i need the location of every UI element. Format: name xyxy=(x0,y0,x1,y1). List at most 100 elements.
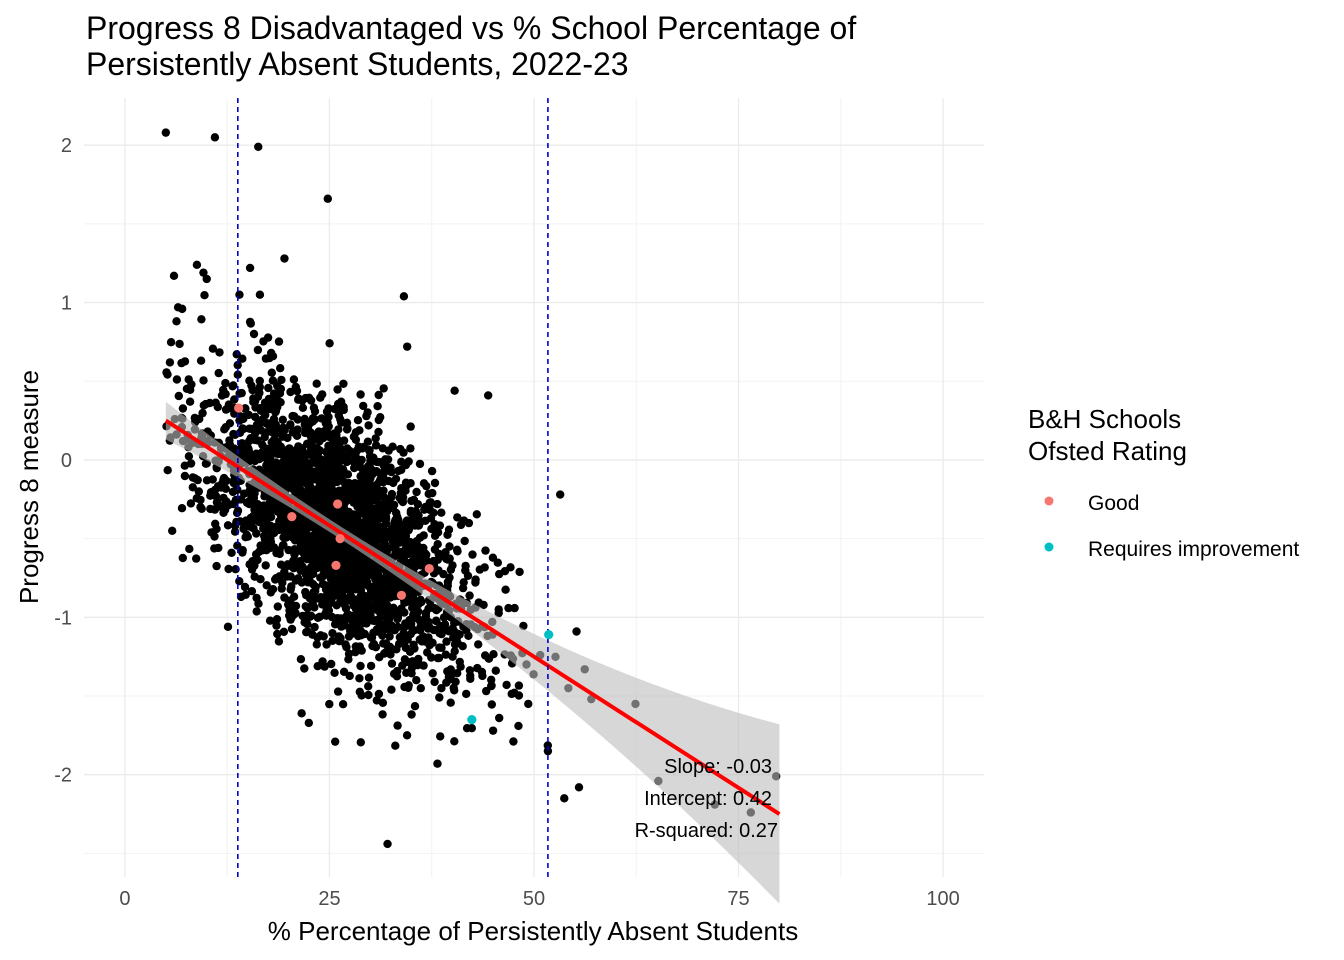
data-point xyxy=(286,615,295,624)
data-point xyxy=(264,383,273,393)
y-tick-label: 0 xyxy=(61,450,72,472)
y-tick-label: -1 xyxy=(54,607,72,629)
data-point xyxy=(271,574,281,583)
data-point xyxy=(384,592,393,601)
data-point xyxy=(406,444,415,453)
data-point xyxy=(384,504,394,513)
x-axis-ticks: 0 25 50 75 100 xyxy=(119,888,959,910)
data-point xyxy=(194,487,203,496)
data-point xyxy=(286,420,295,429)
data-point xyxy=(268,376,278,385)
data-point xyxy=(201,399,210,409)
data-point xyxy=(277,375,286,385)
data-point xyxy=(290,531,299,540)
data-point xyxy=(361,606,370,615)
data-point xyxy=(381,531,390,540)
data-point xyxy=(247,381,256,390)
data-point xyxy=(495,713,504,723)
data-point xyxy=(316,573,325,582)
x-tick-label: 0 xyxy=(119,888,130,910)
data-point xyxy=(414,659,423,668)
data-point xyxy=(402,731,412,740)
data-point xyxy=(344,507,353,517)
data-point xyxy=(350,489,360,498)
highlighted-points xyxy=(234,403,554,725)
data-point xyxy=(424,619,433,629)
data-point xyxy=(162,368,171,377)
data-point xyxy=(240,582,250,592)
data-point xyxy=(302,439,312,448)
data-point xyxy=(177,304,187,314)
legend-key-good xyxy=(1044,496,1054,506)
trend-line xyxy=(164,418,781,816)
data-point xyxy=(354,604,363,614)
data-point xyxy=(572,627,581,636)
data-point xyxy=(295,472,304,481)
data-point xyxy=(174,391,183,401)
data-point xyxy=(415,549,424,558)
data-point xyxy=(333,687,343,696)
data-point xyxy=(301,570,311,579)
data-point xyxy=(224,564,233,574)
data-point xyxy=(410,702,420,711)
data-point xyxy=(374,588,383,598)
data-point xyxy=(319,433,328,443)
data-point xyxy=(409,591,418,600)
data-point xyxy=(376,413,385,422)
data-point xyxy=(375,653,384,662)
data-point xyxy=(393,622,402,632)
data-point xyxy=(255,454,264,464)
data-point xyxy=(339,574,349,584)
data-point xyxy=(199,268,208,277)
data-point xyxy=(357,455,366,465)
data-point xyxy=(404,526,413,535)
data-point xyxy=(372,696,381,705)
data-point xyxy=(448,561,457,570)
data-point xyxy=(247,587,257,596)
data-point xyxy=(263,455,273,465)
data-point xyxy=(441,650,450,659)
data-point xyxy=(177,358,186,368)
data-point xyxy=(374,524,384,534)
data-point xyxy=(402,668,411,677)
chart-title: Progress 8 Disadvantaged vs % School Per… xyxy=(86,10,856,82)
data-point xyxy=(309,453,318,463)
data-point xyxy=(257,406,267,416)
data-point xyxy=(426,498,435,507)
data-point xyxy=(214,368,223,378)
data-point xyxy=(456,662,465,671)
data-point xyxy=(231,495,241,505)
data-point xyxy=(285,606,294,615)
data-point xyxy=(332,430,341,439)
data-point xyxy=(453,669,462,678)
data-point xyxy=(197,504,206,513)
data-point xyxy=(279,627,289,636)
data-point xyxy=(286,585,295,594)
data-point xyxy=(510,688,519,698)
data-point xyxy=(327,659,336,669)
data-point xyxy=(178,553,187,563)
point-good xyxy=(396,590,407,600)
data-point xyxy=(430,677,439,687)
data-point xyxy=(324,441,333,450)
data-point xyxy=(365,499,374,508)
data-point xyxy=(483,391,493,400)
data-point xyxy=(416,622,425,631)
data-point xyxy=(399,638,409,647)
data-point xyxy=(353,446,362,455)
data-point xyxy=(220,505,230,515)
data-point xyxy=(427,524,436,534)
chart-title-line-1: Progress 8 Disadvantaged vs % School Per… xyxy=(86,10,857,46)
data-point xyxy=(286,452,296,462)
data-point xyxy=(291,601,301,611)
point-good xyxy=(333,499,343,509)
data-point xyxy=(196,495,205,505)
data-point xyxy=(378,506,387,515)
y-tick-label: 2 xyxy=(61,135,72,157)
data-point xyxy=(376,469,385,479)
point-good xyxy=(424,563,434,574)
data-point xyxy=(288,522,298,532)
data-point xyxy=(427,466,437,476)
data-point xyxy=(357,578,366,587)
